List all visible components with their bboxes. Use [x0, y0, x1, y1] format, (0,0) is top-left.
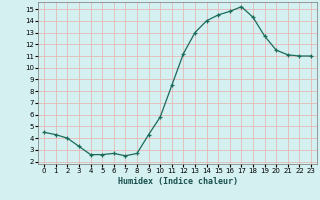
- X-axis label: Humidex (Indice chaleur): Humidex (Indice chaleur): [118, 177, 238, 186]
